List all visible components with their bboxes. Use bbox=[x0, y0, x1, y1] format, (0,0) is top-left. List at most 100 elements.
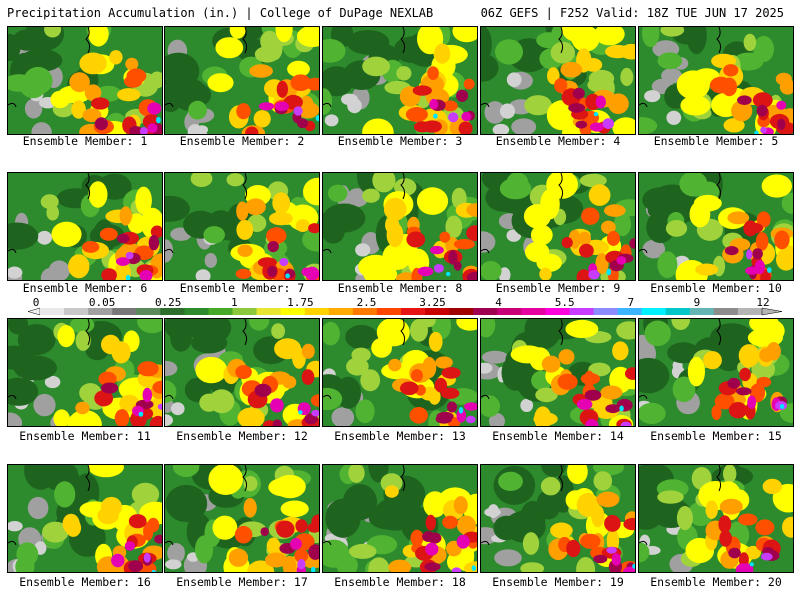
ensemble-member-map bbox=[164, 318, 320, 427]
ensemble-member-label: Ensemble Member: 4 bbox=[495, 134, 621, 148]
precip-contour bbox=[579, 243, 594, 258]
colorbar-tick-label: 5.5 bbox=[554, 296, 575, 309]
coastline bbox=[639, 248, 648, 254]
precip-contour bbox=[323, 211, 350, 235]
precip-contour bbox=[593, 112, 599, 117]
precip-contour bbox=[629, 238, 635, 249]
precip-contour bbox=[550, 522, 573, 539]
precip-contour bbox=[576, 398, 593, 410]
precip-contour bbox=[715, 349, 744, 372]
precip-contour bbox=[388, 559, 412, 572]
precip-contour bbox=[760, 126, 767, 134]
precip-contour bbox=[593, 471, 613, 491]
precip-contour bbox=[424, 562, 441, 572]
precip-contour bbox=[167, 543, 185, 564]
precip-contour bbox=[463, 78, 475, 90]
ensemble-member-label: Ensemble Member: 15 bbox=[650, 429, 782, 443]
precip-contour bbox=[506, 72, 522, 87]
precip-contour bbox=[588, 184, 611, 206]
ensemble-member-map bbox=[322, 464, 478, 573]
precip-contour bbox=[583, 58, 603, 72]
precip-contour bbox=[165, 360, 178, 377]
precip-contour bbox=[135, 186, 152, 215]
precip-contour bbox=[439, 231, 451, 243]
colorbar-swatch bbox=[641, 308, 667, 315]
precip-contour bbox=[554, 78, 568, 93]
precip-contour bbox=[605, 44, 631, 59]
precip-contour bbox=[745, 545, 761, 560]
coastline bbox=[639, 394, 648, 400]
coastline bbox=[242, 319, 248, 346]
precip-contour bbox=[607, 93, 629, 114]
precip-contour bbox=[494, 549, 522, 567]
precip-contour bbox=[301, 369, 315, 385]
precip-contour bbox=[567, 465, 588, 485]
precip-contour bbox=[48, 260, 70, 280]
precip-contour bbox=[623, 566, 635, 572]
precip-contour bbox=[466, 225, 477, 242]
precip-contour bbox=[471, 565, 476, 571]
precip-contour bbox=[445, 215, 463, 239]
precip-contour bbox=[481, 350, 509, 364]
coastline bbox=[400, 27, 406, 54]
precip-field bbox=[639, 465, 793, 572]
ensemble-member-map bbox=[7, 318, 163, 427]
ensemble-member-label: Ensemble Member: 18 bbox=[334, 575, 466, 589]
precip-contour bbox=[88, 465, 124, 478]
precip-contour bbox=[276, 520, 295, 538]
precip-contour bbox=[411, 369, 423, 382]
precip-contour bbox=[453, 261, 462, 271]
precip-contour bbox=[114, 409, 130, 426]
precip-contour bbox=[541, 465, 567, 477]
precip-contour bbox=[606, 268, 612, 276]
coastline bbox=[85, 173, 91, 200]
precip-contour bbox=[777, 118, 786, 130]
colorbar-swatch bbox=[545, 308, 570, 315]
precip-contour bbox=[315, 115, 319, 121]
precip-contour bbox=[456, 534, 470, 549]
precip-contour bbox=[464, 402, 477, 411]
precip-contour bbox=[191, 332, 228, 354]
precip-contour bbox=[235, 268, 252, 279]
precip-field bbox=[165, 173, 319, 280]
precip-contour bbox=[151, 569, 156, 572]
precip-contour bbox=[434, 43, 451, 64]
ensemble-member-map bbox=[322, 26, 478, 135]
ensemble-member-label: Ensemble Member: 17 bbox=[176, 575, 308, 589]
precip-contour bbox=[171, 402, 185, 416]
precip-contour bbox=[323, 387, 343, 411]
precip-contour bbox=[152, 380, 162, 394]
colorbar-tick-label: 0.25 bbox=[154, 296, 182, 309]
coastline bbox=[85, 27, 91, 54]
ensemble-member-map bbox=[480, 26, 636, 135]
precip-contour bbox=[441, 367, 461, 379]
precip-contour bbox=[766, 342, 781, 361]
precip-contour bbox=[372, 173, 396, 193]
precip-contour bbox=[616, 398, 633, 412]
coastline bbox=[323, 394, 332, 400]
precip-field bbox=[481, 173, 635, 280]
precip-contour bbox=[612, 117, 635, 134]
precip-contour bbox=[128, 514, 147, 529]
ensemble-member-label: Ensemble Member: 6 bbox=[22, 281, 148, 295]
precip-contour bbox=[109, 50, 123, 65]
coastline bbox=[165, 102, 174, 108]
precip-contour bbox=[657, 490, 684, 504]
ensemble-member-map bbox=[480, 318, 636, 427]
ensemble-member-map bbox=[7, 172, 163, 281]
colorbar-swatch bbox=[569, 308, 594, 315]
precip-contour bbox=[124, 541, 136, 551]
precip-contour bbox=[195, 125, 209, 134]
precip-contour bbox=[348, 543, 377, 559]
colorbar-tick-label: 0.05 bbox=[88, 296, 116, 309]
precip-contour bbox=[84, 84, 102, 102]
colorbar-tick-label: 0 bbox=[32, 296, 40, 309]
coastline bbox=[8, 248, 17, 254]
precip-contour bbox=[165, 195, 190, 222]
precip-contour bbox=[215, 37, 244, 59]
colorbar-swatch bbox=[737, 308, 763, 315]
precip-contour bbox=[572, 87, 585, 100]
coastline bbox=[716, 319, 722, 346]
precip-contour bbox=[434, 377, 448, 393]
precip-contour bbox=[779, 79, 793, 95]
